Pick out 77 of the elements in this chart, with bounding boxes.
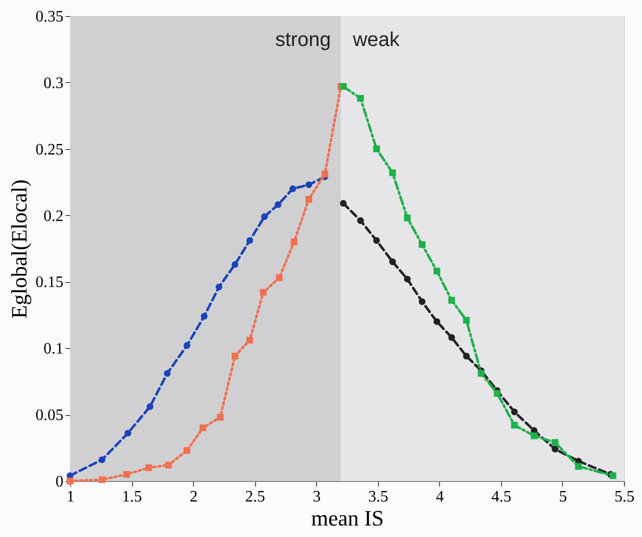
point: [404, 276, 411, 282]
x-tick-label: 3.5: [368, 488, 388, 506]
point: [260, 288, 267, 296]
point: [216, 414, 224, 421]
point: [373, 237, 380, 244]
point: [305, 181, 312, 188]
point: [389, 258, 396, 266]
point: [373, 146, 380, 152]
point: [418, 241, 426, 248]
point: [321, 170, 328, 178]
x-tick-label: 5.5: [614, 488, 634, 506]
point: [340, 83, 347, 90]
y-axis-title: Eglobal(Elocal): [6, 179, 32, 319]
x-axis-title: mean IS: [311, 506, 384, 530]
point: [98, 456, 106, 464]
band-label: weak: [352, 29, 401, 51]
point: [448, 296, 455, 304]
point: [357, 95, 364, 102]
point: [610, 472, 616, 480]
point: [274, 201, 282, 208]
point: [530, 432, 538, 440]
point: [184, 342, 190, 349]
point: [246, 237, 254, 244]
point: [434, 318, 440, 325]
point: [552, 446, 558, 452]
point: [575, 463, 582, 470]
point: [232, 352, 238, 360]
point: [232, 261, 238, 268]
point: [434, 268, 440, 274]
point: [418, 298, 426, 305]
point: [200, 424, 206, 432]
point: [478, 370, 485, 377]
y-tick-label: 0.15: [36, 274, 64, 292]
point: [463, 352, 470, 360]
point: [146, 403, 154, 410]
point: [164, 370, 171, 377]
point: [290, 238, 298, 246]
point: [184, 447, 190, 454]
point: [448, 334, 455, 341]
point: [511, 422, 518, 429]
point: [511, 408, 518, 416]
point: [305, 196, 312, 203]
y-tick-label: 0.05: [36, 407, 64, 424]
y-tick-label: 0.1: [44, 340, 64, 358]
point: [246, 336, 254, 344]
y-tick-label: 0.3: [44, 74, 64, 92]
point: [389, 169, 396, 176]
point: [124, 430, 132, 437]
x-tick-label: 2.5: [245, 488, 266, 506]
point: [552, 439, 558, 446]
x-tick-label: 2: [190, 488, 198, 506]
point: [66, 478, 74, 484]
x-tick-label: 3: [312, 488, 321, 506]
x-tick-label: 4.5: [491, 488, 512, 506]
y-tick-label: 0: [56, 474, 64, 490]
point: [216, 284, 222, 290]
y-tick-label: 0.35: [36, 8, 64, 26]
x-tick-label: 4: [436, 488, 444, 506]
y-tick-label: 0.25: [36, 141, 64, 158]
point: [494, 390, 501, 397]
x-tick-label: 1: [66, 488, 74, 506]
point: [340, 200, 347, 207]
point: [404, 214, 411, 222]
point: [261, 213, 268, 220]
point: [276, 274, 283, 282]
point: [200, 312, 208, 320]
point: [165, 462, 172, 468]
point: [123, 471, 130, 478]
x-tick-label: 5: [558, 488, 567, 506]
point: [289, 185, 296, 192]
y-tick-label: 0.2: [44, 208, 64, 225]
point: [463, 316, 470, 324]
point: [145, 464, 152, 472]
band-label: strong: [275, 29, 331, 51]
point: [357, 217, 364, 224]
x-tick-label: 1.5: [122, 488, 142, 506]
point: [98, 476, 106, 484]
